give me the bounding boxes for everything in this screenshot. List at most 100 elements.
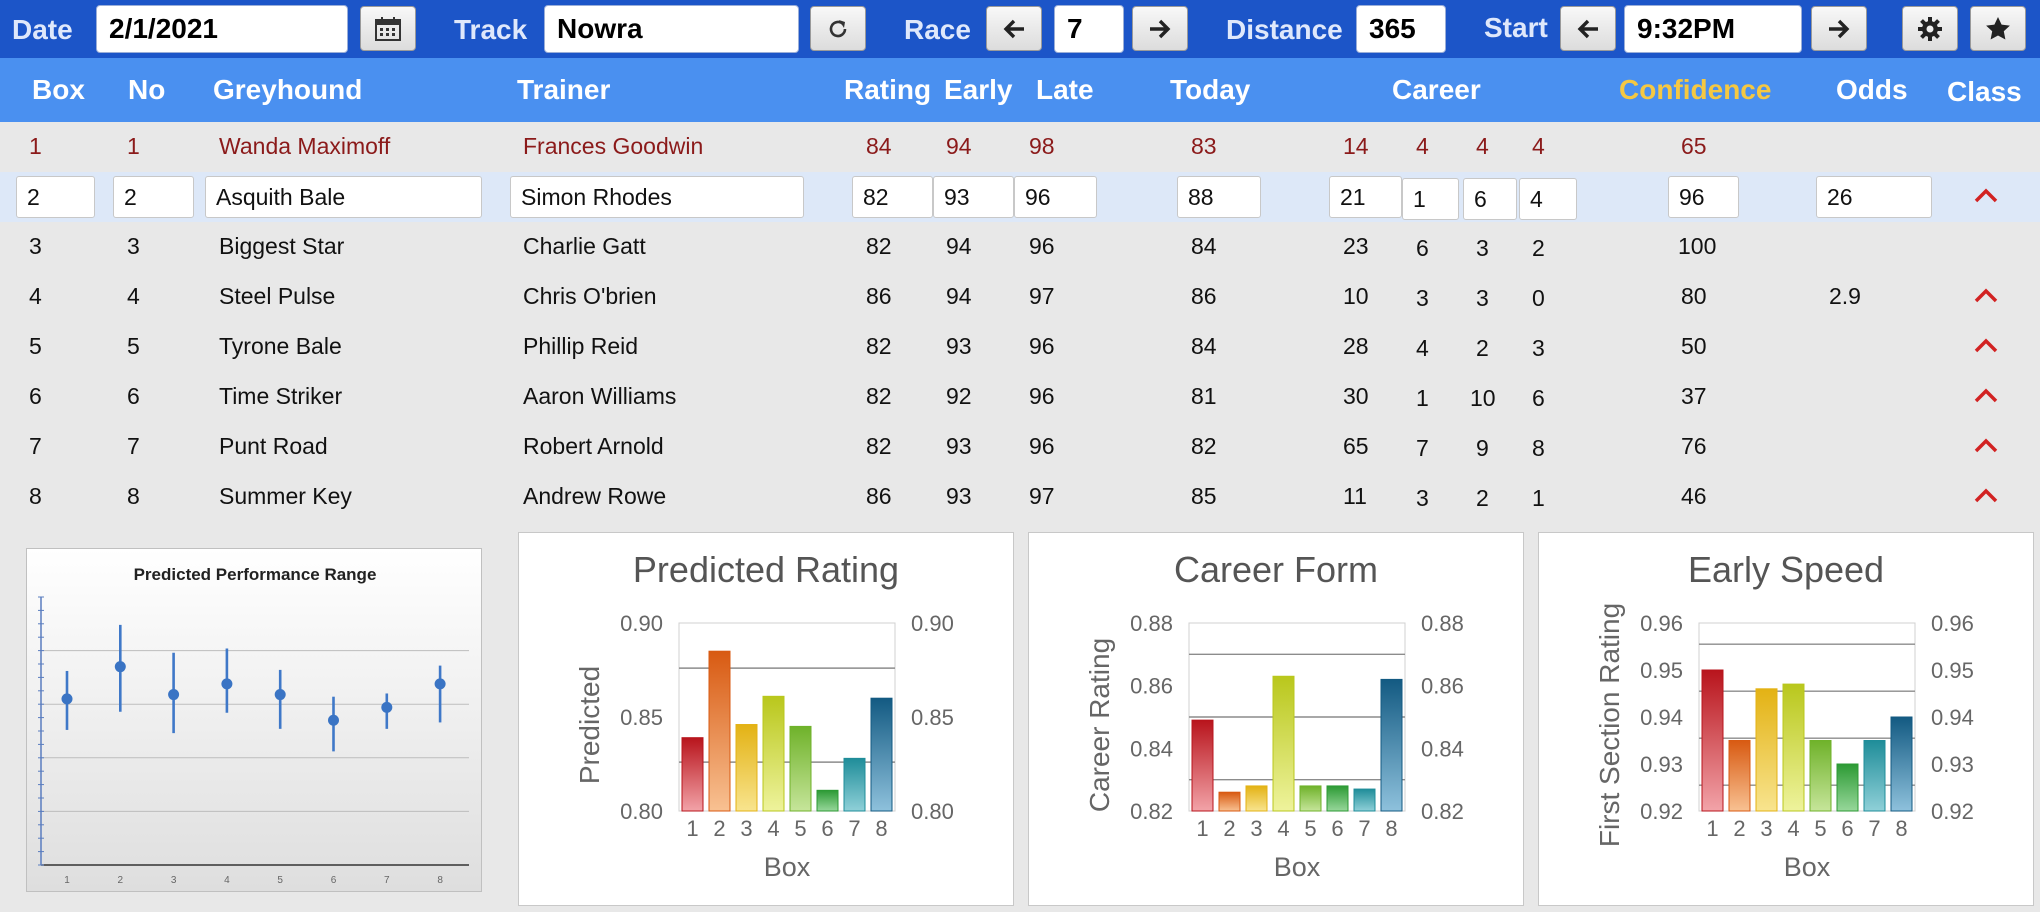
y-tick-label: 0.94 <box>1640 705 1683 730</box>
col-rating[interactable]: Rating <box>844 74 932 105</box>
late-cell: 97 <box>1029 483 1055 509</box>
track-field[interactable]: Nowra <box>544 5 799 53</box>
range-point <box>381 701 393 713</box>
col-odds[interactable]: Odds <box>1836 74 1908 105</box>
box-input[interactable]: 2 <box>16 176 95 218</box>
chevron-up-icon[interactable] <box>1973 286 1999 304</box>
x-tick-label: 1 <box>1706 816 1718 841</box>
y-tick-label: 0.80 <box>620 799 663 824</box>
col-confidence[interactable]: Confidence <box>1619 74 1772 105</box>
x-axis-label: Box <box>1274 852 1321 882</box>
x-tick-label: 8 <box>1895 816 1907 841</box>
x-tick-label: 8 <box>875 816 887 841</box>
chevron-up-icon[interactable] <box>1973 486 1999 504</box>
no-cell: 8 <box>127 483 140 509</box>
x-tick-label: 8 <box>437 875 443 886</box>
greyhound-cell: Summer Key <box>219 483 352 509</box>
settings-button[interactable] <box>1902 6 1958 51</box>
bar <box>1218 791 1241 812</box>
early-cell: 93 <box>946 433 972 459</box>
y-tick-label: 0.86 <box>1130 674 1173 699</box>
early-cell: 94 <box>946 233 972 259</box>
start-prev-button[interactable] <box>1560 6 1616 51</box>
rating-cell: 86 <box>866 283 892 309</box>
career-third-input[interactable]: 4 <box>1519 178 1577 220</box>
x-tick-label: 2 <box>1223 816 1235 841</box>
race-next-button[interactable] <box>1132 6 1188 51</box>
table-row-selected[interactable]: 2 2 Asquith Bale Simon Rhodes 82 93 96 8… <box>0 172 2040 222</box>
trainer-cell: Phillip Reid <box>523 333 639 359</box>
date-field[interactable]: 2/1/2021 <box>96 5 348 53</box>
no-cell: 4 <box>127 283 140 309</box>
race-field[interactable]: 7 <box>1054 5 1124 53</box>
table-row[interactable]: 1 1 Wanda Maximoff Frances Goodwin 84 94… <box>0 122 2040 172</box>
table-row[interactable]: 4 4 Steel Pulse Chris O'brien 86 94 97 8… <box>0 272 2040 322</box>
confidence-cell: 100 <box>1678 233 1717 259</box>
confidence-input[interactable]: 96 <box>1668 176 1739 218</box>
start-time-field[interactable]: 9:32PM <box>1624 5 1802 53</box>
col-today[interactable]: Today <box>1170 74 1251 105</box>
late-input[interactable]: 96 <box>1014 176 1097 218</box>
x-tick-label: 5 <box>277 875 283 886</box>
col-class[interactable]: Class <box>1947 76 2022 107</box>
table-row[interactable]: 5 5 Tyrone Bale Phillip Reid 82 93 96 84… <box>0 322 2040 372</box>
toolbar: Date 2/1/2021 Track Nowra Race 7 Distanc <box>0 0 2040 58</box>
x-tick-label: 8 <box>1385 816 1397 841</box>
y-axis-label: Predicted <box>574 666 605 784</box>
col-greyhound[interactable]: Greyhound <box>213 74 363 105</box>
career-first-cell: 6 <box>1416 235 1429 261</box>
col-career[interactable]: Career <box>1392 74 1481 105</box>
col-late[interactable]: Late <box>1036 74 1094 105</box>
bar <box>1701 669 1724 812</box>
race-prev-button[interactable] <box>986 6 1042 51</box>
table-row[interactable]: 6 6 Time Striker Aaron Williams 82 92 96… <box>0 372 2040 422</box>
today-cell: 81 <box>1191 383 1217 409</box>
trainer-input[interactable]: Simon Rhodes <box>510 176 804 218</box>
box-cell: 7 <box>29 433 42 459</box>
col-box[interactable]: Box <box>32 74 85 105</box>
y2-tick-label: 0.88 <box>1421 611 1464 636</box>
greyhound-cell: Biggest Star <box>219 233 345 259</box>
col-trainer[interactable]: Trainer <box>517 74 611 105</box>
chart-title: Early Speed <box>1687 549 1885 590</box>
table-header: Box No Greyhound Trainer Rating Early La… <box>0 58 2040 122</box>
career-second-cell: 2 <box>1476 335 1489 361</box>
calendar-button[interactable] <box>360 6 416 51</box>
odds-input[interactable]: 26 <box>1816 176 1932 218</box>
chevron-up-icon[interactable] <box>1973 336 1999 354</box>
distance-label: Distance <box>1226 14 1343 45</box>
career-starts-input[interactable]: 21 <box>1329 176 1402 218</box>
greyhound-cell: Wanda Maximoff <box>219 133 391 159</box>
start-next-button[interactable] <box>1811 6 1867 51</box>
late-cell: 97 <box>1029 283 1055 309</box>
career-third-cell: 3 <box>1532 335 1545 361</box>
plot-area <box>1698 622 1916 812</box>
career-second-input[interactable]: 6 <box>1463 178 1517 220</box>
no-input[interactable]: 2 <box>113 176 194 218</box>
y-tick-label: 0.90 <box>620 611 663 636</box>
box-cell: 5 <box>29 333 42 359</box>
chevron-up-icon[interactable] <box>1973 436 1999 454</box>
table-row[interactable]: 3 3 Biggest Star Charlie Gatt 82 94 96 8… <box>0 222 2040 272</box>
distance-field[interactable]: 365 <box>1356 5 1446 53</box>
chevron-up-icon[interactable] <box>1973 386 1999 404</box>
col-no[interactable]: No <box>128 74 166 105</box>
range-point <box>221 678 233 690</box>
early-input[interactable]: 93 <box>933 176 1014 218</box>
career-first-input[interactable]: 1 <box>1402 178 1459 220</box>
no-cell: 1 <box>127 133 140 159</box>
table-row[interactable]: 7 7 Punt Road Robert Arnold 82 93 96 82 … <box>0 422 2040 472</box>
refresh-button[interactable] <box>810 6 866 51</box>
col-early[interactable]: Early <box>944 74 1013 105</box>
chevron-up-icon[interactable] <box>1973 186 1999 204</box>
career-second-cell: 2 <box>1476 485 1489 511</box>
greyhound-input[interactable]: Asquith Bale <box>205 176 482 218</box>
table-row[interactable]: 8 8 Summer Key Andrew Rowe 86 93 97 85 1… <box>0 472 2040 522</box>
bar <box>1191 719 1214 812</box>
favorite-button[interactable] <box>1970 6 2026 51</box>
rating-cell: 82 <box>866 433 892 459</box>
career-starts-cell: 23 <box>1343 233 1369 259</box>
today-input[interactable]: 88 <box>1177 176 1261 218</box>
rating-input[interactable]: 82 <box>852 176 933 218</box>
bar <box>1863 740 1886 812</box>
